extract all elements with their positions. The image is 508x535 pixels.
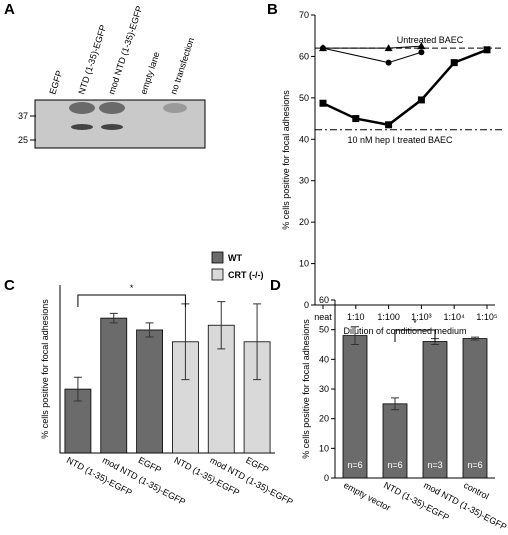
significance-bracket [394,329,436,342]
marker-label: 25 [18,135,28,145]
significance-bracket [77,294,186,307]
bar [382,403,408,479]
marker [450,59,458,67]
y-tick-label: 10 [299,259,309,269]
n-label: n=6 [467,460,482,470]
significance-label: * [130,283,134,293]
error-bar [73,376,82,402]
x-tick-label: 1:10⁴ [444,312,466,322]
lane-label: EGFP [47,69,64,95]
marker [385,121,393,129]
y-tick-label: 50 [299,93,309,103]
y-tick-label: 60 [319,295,329,305]
lane-label: NTD (1-35)-EGFP [76,24,108,96]
error-bar [109,312,118,324]
x-tick-label: 1:10³ [411,312,432,322]
marker [417,42,426,50]
y-tick-label: 30 [319,384,329,394]
y-axis-label: % cells positive for focal adhesions [281,90,291,230]
n-label: n=6 [347,460,362,470]
error-bar [217,301,226,350]
x-tick-label: NTD (1-35)-EGFP [65,455,134,498]
bar [342,335,368,479]
marker [385,59,392,66]
x-tick-label: neat [314,312,332,322]
legend-label: WT [228,253,242,263]
legend-swatch [211,268,224,281]
lane-label: mod NTD (1-35)-EGFP [106,5,144,96]
y-tick-label: 50 [319,325,329,335]
lane-label: empty lane [138,51,161,96]
legend-label: CRT (-/-) [228,270,264,280]
y-tick-label: 0 [304,300,309,310]
y-tick-label: 40 [319,354,329,364]
marker [319,99,327,107]
blot-band [99,102,125,114]
n-label: n=3 [427,460,442,470]
y-axis-label: % cells positive for focal adhesions [301,319,311,459]
legend-swatch [211,251,224,264]
series-line [322,47,422,64]
y-tick-label: 0 [324,473,329,483]
axis [59,285,275,454]
x-tick-label: 1:100 [377,312,400,322]
bar [100,317,128,454]
significance-label: * [413,318,417,328]
panel-label: D [270,277,281,294]
y-tick-label: 30 [299,176,309,186]
y-tick-label: 10 [319,443,329,453]
error-bar [145,322,154,338]
bar [462,338,488,479]
x-tick-label: NTD (1-35)-EGFP [172,455,241,498]
marker [320,45,326,52]
bar [422,341,448,479]
x-axis-label: Dilution of conditioned medium [343,326,466,336]
series-line [322,48,488,127]
marker [483,46,491,54]
lane-label: no transfection [168,36,196,95]
blot-band [101,124,123,130]
x-tick-label: 1:10⁵ [476,312,498,322]
error-bar [471,336,479,341]
y-tick-label: 20 [319,414,329,424]
marker [352,115,360,123]
marker-label: 37 [18,111,28,121]
x-tick-label: EGFP [137,455,163,475]
panel-label: A [4,1,15,18]
reference-label: Untreated BAEC [397,35,464,45]
marker [384,44,393,52]
panel-label: B [267,1,278,18]
error-bar [391,397,399,411]
blot-band [163,103,187,113]
error-bar [351,326,359,345]
bar [136,329,163,454]
marker [418,49,425,56]
error-bar [253,303,262,381]
x-tick-label: EGFP [244,455,270,475]
y-tick-label: 40 [299,134,309,144]
blot-band [71,124,93,130]
y-axis-label: % cells positive for focal adhesions [40,299,50,439]
y-tick-label: 60 [299,51,309,61]
x-tick-label: control [462,480,491,502]
n-label: n=6 [387,460,402,470]
x-tick-label: 1:10 [347,312,365,322]
marker [417,96,425,104]
blot-band [69,102,95,114]
panel-label: C [4,277,15,294]
reference-label: 10 nM hep I treated BAEC [347,135,453,145]
y-tick-label: 70 [299,10,309,20]
y-tick-label: 20 [299,217,309,227]
